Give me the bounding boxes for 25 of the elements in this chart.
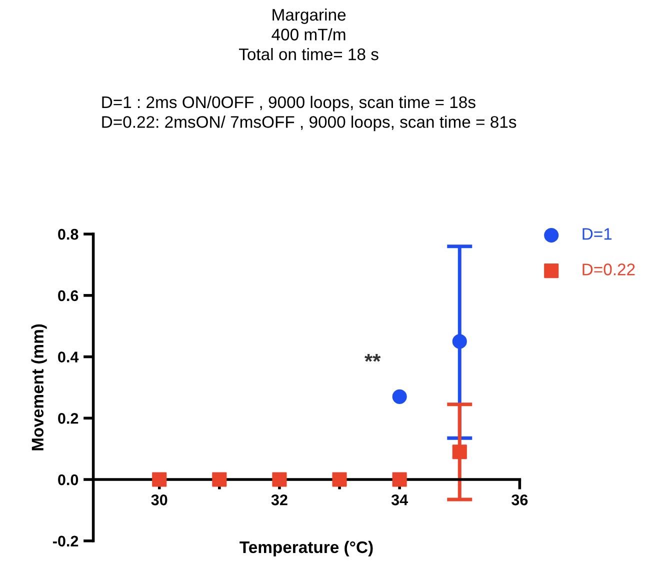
legend-label: D=1 bbox=[582, 228, 612, 240]
y-tick-label: 0.4 bbox=[58, 352, 79, 362]
point bbox=[452, 444, 467, 460]
y-axis-title: Movement (mm) bbox=[31, 324, 47, 450]
x-axis-title: Temperature (°C) bbox=[240, 540, 373, 556]
point bbox=[212, 472, 227, 487]
y-tick-label: 0.0 bbox=[58, 474, 78, 486]
y-tick-label: -0.2 bbox=[52, 536, 78, 547]
legend-label: D=0.22 bbox=[582, 264, 635, 276]
chart-title: Margarine 400 mT/m Total on time= 18 s bbox=[238, 8, 378, 60]
point bbox=[392, 389, 407, 404]
x-tick-label: 34 bbox=[391, 494, 408, 506]
point bbox=[452, 334, 467, 349]
chart-subtitle: D=1 : 2ms ON/0OFF , 9000 loops, scan time = 18s D=0.22: 2msON/ 7msOFF , 9000 loops, scan time = 81s bbox=[102, 96, 516, 132]
point bbox=[332, 472, 347, 487]
point bbox=[392, 472, 407, 487]
x-tick-label: 36 bbox=[512, 494, 528, 506]
y-tick-label: 0.6 bbox=[58, 290, 78, 302]
y-tick-label: 0.8 bbox=[58, 228, 78, 240]
x-tick-label: 32 bbox=[271, 494, 288, 506]
annotation: ** bbox=[364, 354, 381, 362]
point bbox=[272, 472, 287, 487]
y-tick-label: 0.2 bbox=[58, 413, 78, 424]
point bbox=[152, 472, 167, 487]
x-tick-label: 30 bbox=[151, 494, 168, 506]
